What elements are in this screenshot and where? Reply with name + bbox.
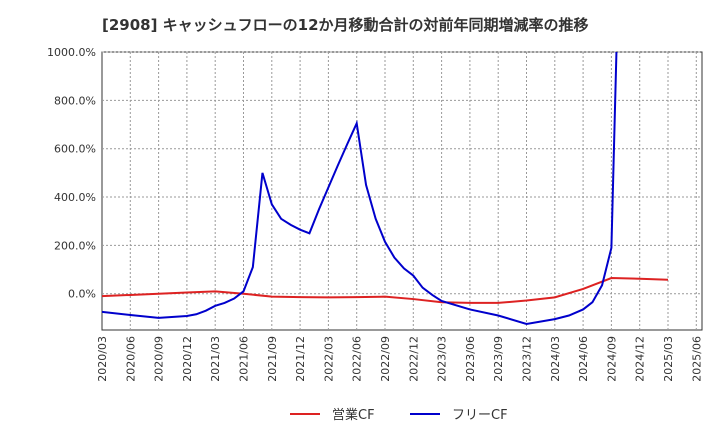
legend: 営業CF フリーCF: [290, 407, 508, 423]
x-tick-label: 2023/09: [492, 336, 505, 382]
y-tick-label: 400.0%: [54, 191, 96, 204]
x-tick-label: 2022/06: [351, 336, 364, 382]
x-tick-label: 2023/12: [521, 336, 534, 382]
x-tick-label: 2023/06: [464, 336, 477, 382]
x-tick-label: 2020/12: [181, 336, 194, 382]
y-axis-tick-labels: 0.0% 200.0% 400.0% 600.0% 800.0% 1000.0%: [47, 46, 96, 301]
x-tick-label: 2022/12: [407, 336, 420, 382]
x-axis-tick-labels: 2020/03 2020/06 2020/09 2020/12 2021/03 2021/…: [96, 336, 703, 382]
legend-label-1: 営業CF: [332, 407, 375, 423]
x-tick-label: 2020/09: [153, 336, 166, 382]
x-tick-label: 2021/09: [266, 336, 279, 382]
x-tick-label: 2022/09: [379, 336, 392, 382]
x-tick-label: 2023/03: [436, 336, 449, 382]
x-tick-label: 2024/09: [605, 336, 618, 382]
y-tick-label: 1000.0%: [47, 46, 96, 59]
x-tick-label: 2021/12: [294, 336, 307, 382]
y-tick-label: 200.0%: [54, 239, 96, 252]
x-tick-label: 2022/03: [322, 336, 335, 382]
x-tick-label: 2024/03: [549, 336, 562, 382]
y-tick-label: 800.0%: [54, 94, 96, 107]
legend-label-2: フリーCF: [452, 408, 508, 423]
series-lines: [102, 52, 669, 325]
grid-lines: [102, 51, 702, 330]
x-tick-label: 2021/06: [238, 336, 251, 382]
x-tick-label: 2025/03: [662, 336, 675, 382]
chart-title: [2908] キャッシュフローの12か月移動合計の対前年同期増減率の推移: [102, 16, 589, 34]
x-tick-label: 2024/12: [634, 336, 647, 382]
x-tick-label: 2024/06: [577, 336, 590, 382]
x-tick-label: 2025/06: [690, 336, 703, 382]
x-tick-label: 2020/06: [124, 336, 137, 382]
y-tick-label: 600.0%: [54, 143, 96, 156]
y-tick-label: 0.0%: [68, 288, 96, 301]
x-tick-label: 2021/03: [209, 336, 222, 382]
x-tick-label: 2020/03: [96, 336, 109, 382]
